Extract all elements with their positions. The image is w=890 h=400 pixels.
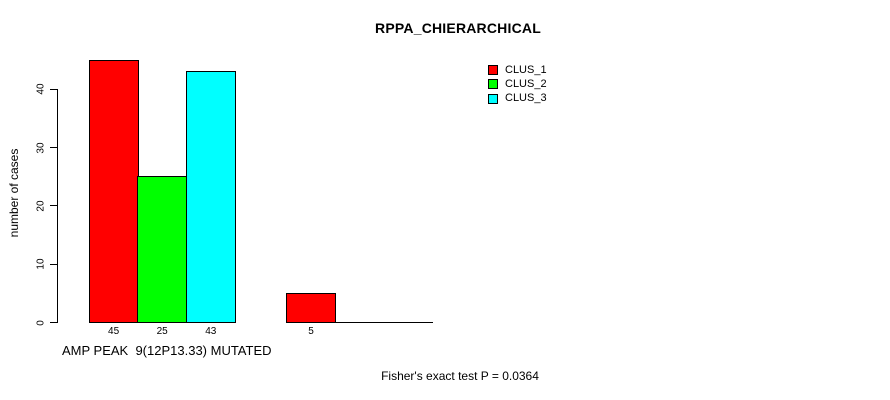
y-tick-mark xyxy=(50,322,58,323)
y-axis-title: number of cases xyxy=(7,148,21,238)
legend-label: CLUS_1 xyxy=(505,63,547,76)
y-tick-label: 0 xyxy=(35,319,47,326)
y-tick-mark xyxy=(50,147,58,149)
legend-label: CLUS_2 xyxy=(505,77,547,90)
legend-swatch-icon xyxy=(488,93,498,104)
bar-clus_1 xyxy=(88,59,139,323)
bar-value-label: 45 xyxy=(108,326,120,337)
bar-value-label: 5 xyxy=(308,326,314,337)
bar-clus_3-zero xyxy=(383,322,434,323)
legend-item: CLUS_3 xyxy=(488,92,547,106)
legend-label: CLUS_3 xyxy=(505,92,547,105)
legend: CLUS_1 CLUS_2 CLUS_3 xyxy=(488,63,547,106)
y-tick-mark xyxy=(50,263,58,265)
bar-clus_1 xyxy=(286,292,336,323)
y-tick-label: 30 xyxy=(35,142,47,154)
legend-item: CLUS_2 xyxy=(488,77,547,91)
y-tick-mark xyxy=(50,205,58,207)
legend-swatch-icon xyxy=(488,79,498,90)
legend-item: CLUS_1 xyxy=(488,63,547,77)
bar-clus_3 xyxy=(185,71,236,323)
x-axis-label: AMP PEAK 9(12P13.33) MUTATED xyxy=(62,343,272,358)
y-tick-label: 20 xyxy=(35,200,47,212)
y-tick-mark xyxy=(50,88,58,90)
bar-value-label: 25 xyxy=(156,326,168,337)
legend-swatch-icon xyxy=(488,65,498,76)
bar-clus_2 xyxy=(137,176,188,323)
y-tick-label: 10 xyxy=(35,258,47,270)
bar-clus_2-zero xyxy=(334,322,385,323)
fisher-test-annotation: Fisher's exact test P = 0.0364 xyxy=(381,369,539,383)
bar-value-label: 43 xyxy=(205,326,217,337)
chart-title: RPPA_CHIERARCHICAL xyxy=(375,20,541,36)
y-tick-label: 40 xyxy=(35,83,47,95)
